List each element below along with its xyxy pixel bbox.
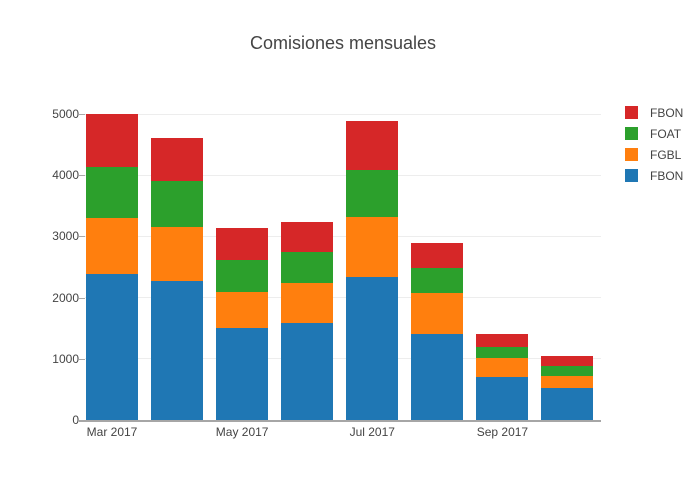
bar-segment-fgbl-sep-2017[interactable] [476, 357, 529, 377]
bar-segment-fbon-jun-2017[interactable] [281, 222, 334, 252]
bar-segment-foat-jul-2017[interactable] [346, 169, 399, 217]
bar-aug-2017 [411, 104, 464, 420]
y-gridline [85, 297, 601, 299]
legend-swatch-icon [625, 148, 638, 161]
bar-segment-foat-aug-2017[interactable] [411, 267, 464, 293]
x-tick-label: Sep 2017 [476, 425, 529, 439]
bar-segment-fgbl-jun-2017[interactable] [281, 282, 334, 323]
x-tick-label: Jul 2017 [349, 425, 395, 439]
bar-segment-fbon-jul-2017[interactable] [346, 121, 399, 170]
bar-segment-fbon-sep-2017[interactable] [476, 333, 529, 348]
y-tick-label: 4000 [52, 168, 79, 183]
bar-segment-foat-may-2017[interactable] [216, 260, 269, 293]
bar-mar-2017 [86, 104, 138, 420]
y-gridline [85, 174, 601, 176]
bar-segment-fbon-oct-2017[interactable] [541, 388, 594, 420]
y-tick-mark [79, 175, 85, 177]
bar-apr-2017 [151, 104, 204, 420]
bar-jul-2017 [346, 104, 399, 420]
legend-label: FBON [650, 105, 684, 120]
y-tick-mark [79, 358, 85, 360]
y-tick-label: 0 [72, 413, 79, 427]
bar-segment-foat-oct-2017[interactable] [541, 366, 594, 376]
bar-segment-foat-apr-2017[interactable] [151, 181, 204, 227]
legend-swatch-icon [625, 106, 638, 119]
bar-segment-fbon-mar-2017[interactable] [86, 273, 138, 420]
bar-segment-fbon-jul-2017[interactable] [346, 276, 399, 420]
bar-segment-fbon-mar-2017[interactable] [86, 114, 138, 168]
bar-segment-foat-mar-2017[interactable] [86, 167, 138, 219]
bar-segment-fbon-may-2017[interactable] [216, 328, 269, 420]
y-tick-label: 3000 [52, 229, 79, 244]
bar-segment-fgbl-mar-2017[interactable] [86, 218, 138, 274]
legend-item-foat[interactable]: FOAT [625, 126, 683, 141]
legend: FBON FOAT FGBL FBON [625, 106, 683, 190]
y-tick-label: 2000 [52, 290, 79, 305]
y-tick-label: 5000 [52, 107, 79, 121]
bar-segment-foat-jun-2017[interactable] [281, 251, 334, 283]
y-tick-mark [79, 114, 85, 115]
legend-swatch-icon [625, 169, 638, 182]
bar-oct-2017 [541, 104, 594, 420]
bar-jun-2017 [281, 104, 334, 420]
bar-segment-fbon-may-2017[interactable] [216, 227, 269, 261]
bar-segment-fgbl-apr-2017[interactable] [151, 226, 204, 282]
x-tick-label: Mar 2017 [86, 425, 138, 439]
legend-swatch-icon [625, 127, 638, 140]
bar-sep-2017 [476, 104, 529, 420]
legend-item-fbon[interactable]: FBON [625, 168, 684, 183]
bar-segment-fgbl-may-2017[interactable] [216, 292, 269, 329]
x-axis-line [79, 420, 601, 422]
bar-segment-foat-sep-2017[interactable] [476, 347, 529, 358]
y-gridline [85, 358, 601, 360]
legend-item-fbon[interactable]: FBON [625, 105, 684, 120]
legend-item-fgbl[interactable]: FGBL [625, 147, 683, 162]
x-tick-label: May 2017 [215, 425, 269, 439]
bar-segment-fbon-jun-2017[interactable] [281, 322, 334, 420]
legend-label: FGBL [650, 147, 682, 162]
y-gridline [85, 235, 601, 237]
bar-segment-fbon-oct-2017[interactable] [541, 356, 594, 367]
y-gridline [85, 113, 601, 115]
legend-label: FBON [650, 168, 684, 183]
bar-segment-fbon-apr-2017[interactable] [151, 281, 204, 420]
bar-segment-fgbl-aug-2017[interactable] [411, 292, 464, 334]
y-tick-mark [79, 297, 85, 299]
bar-may-2017 [216, 104, 269, 420]
chart-title: Comisiones mensuales [249, 33, 437, 53]
legend-label: FOAT [650, 126, 682, 141]
bar-segment-fgbl-jul-2017[interactable] [346, 216, 399, 277]
bar-segment-fbon-aug-2017[interactable] [411, 333, 464, 420]
bar-segment-fbon-sep-2017[interactable] [476, 376, 529, 420]
y-tick-label: 1000 [52, 351, 79, 366]
bar-segment-fgbl-oct-2017[interactable] [541, 375, 594, 389]
bar-segment-fbon-aug-2017[interactable] [411, 242, 464, 268]
y-tick-mark [79, 236, 85, 238]
bar-segment-fbon-apr-2017[interactable] [151, 137, 204, 182]
